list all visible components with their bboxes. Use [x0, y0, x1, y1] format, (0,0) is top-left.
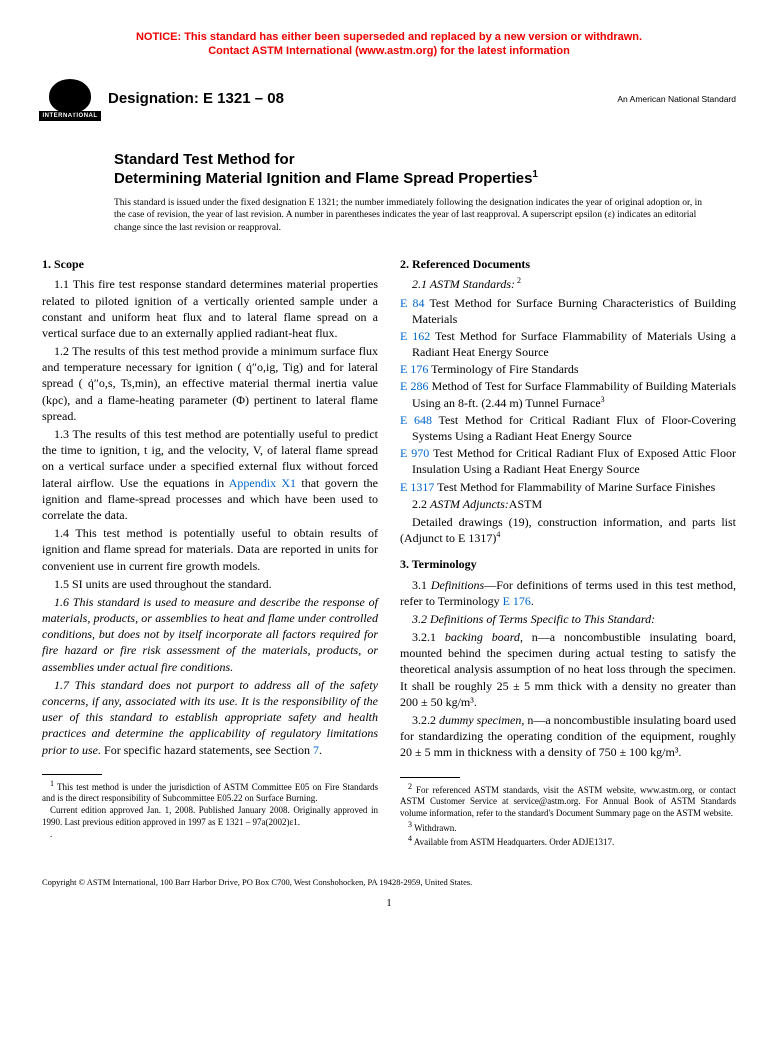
ref-e970-text: Test Method for Critical Radiant Flux of…: [412, 446, 736, 476]
page-number: 1: [42, 896, 736, 911]
footnote-rule-right: [400, 777, 460, 778]
para-1-7: 1.7 This standard does not purport to ad…: [42, 677, 378, 758]
footnote-4: 4 Available from ASTM Headquarters. Orde…: [400, 834, 736, 849]
notice-line1: NOTICE: This standard has either been su…: [136, 31, 642, 43]
p2-2-detail: Detailed drawings (19), construction inf…: [400, 514, 736, 546]
ref-e286-sup: 3: [601, 395, 605, 404]
footnote-1b: Current edition approved Jan. 1, 2008. P…: [42, 805, 378, 828]
fn1-text: This test method is under the jurisdicti…: [42, 782, 378, 804]
p2-1-text: 2.1 ASTM Standards:: [412, 277, 515, 291]
footnote-3: 3 Withdrawn.: [400, 820, 736, 835]
ref-e84: E 84 Test Method for Surface Burning Cha…: [400, 295, 736, 327]
logo-globe-icon: [49, 79, 91, 113]
ans-label: An American National Standard: [617, 94, 736, 105]
p2-1-label: 2.1 ASTM Standards:: [412, 277, 515, 291]
p3-1b: Definitions: [431, 578, 484, 592]
para-1-4: 1.4 This test method is potentially usef…: [42, 525, 378, 574]
ref-e286: E 286 Method of Test for Surface Flammab…: [400, 378, 736, 410]
para-1-6: 1.6 This standard is used to measure and…: [42, 594, 378, 675]
p3-2-2a: 3.2.2: [412, 713, 439, 727]
p3-1-link[interactable]: E 176: [503, 594, 531, 608]
right-column: 2. Referenced Documents 2.1 ASTM Standar…: [400, 256, 736, 849]
ref-e1317: E 1317 Test Method for Flammability of M…: [400, 479, 736, 495]
para-2-2: 2.2 ASTM Adjuncts:ASTM: [400, 496, 736, 512]
left-column: 1. Scope 1.1 This fire test response sta…: [42, 256, 378, 849]
para-3-1: 3.1 Definitions—For definitions of terms…: [400, 577, 736, 609]
para-1-5: 1.5 SI units are used throughout the sta…: [42, 576, 378, 592]
p2-2c: ASTM: [509, 497, 542, 511]
p2-2b: ASTM Adjuncts:: [430, 497, 509, 511]
p2-2-sup: 4: [496, 530, 500, 539]
title-block: Standard Test Method for Determining Mat…: [114, 151, 736, 190]
p3-2-1a: 3.2.1: [412, 630, 445, 644]
ref-e162: E 162 Test Method for Surface Flammabili…: [400, 328, 736, 360]
ref-e1317-code[interactable]: E 1317: [400, 480, 434, 494]
issued-note: This standard is issued under the fixed …: [114, 197, 706, 234]
ref-e84-code[interactable]: E 84: [400, 296, 425, 310]
para-1-7b: For specific hazard statements, see Sect…: [101, 743, 313, 757]
fn4-text: Available from ASTM Headquarters. Order …: [412, 837, 614, 847]
title-text: Determining Material Ignition and Flame …: [114, 170, 532, 187]
ref-e286-text: Method of Test for Surface Flammability …: [412, 379, 736, 409]
ref-e176-text: Terminology of Fire Standards: [428, 362, 578, 376]
astm-logo: INTERNATIONAL: [42, 73, 98, 127]
ref-e162-text: Test Method for Surface Flammability of …: [412, 329, 736, 359]
p3-2-1b: backing board: [445, 630, 520, 644]
para-3-2-1: 3.2.1 backing board, n—a noncombustible …: [400, 629, 736, 710]
para-1-7c: .: [319, 743, 322, 757]
notice-banner: NOTICE: This standard has either been su…: [42, 30, 736, 59]
ref-e970-code[interactable]: E 970: [400, 446, 429, 460]
header-left: INTERNATIONAL Designation: E 1321 – 08: [42, 73, 284, 127]
footnote-2: 2 For referenced ASTM standards, visit t…: [400, 782, 736, 820]
ref-e286-code[interactable]: E 286: [400, 379, 428, 393]
para-1-3: 1.3 The results of this test method are …: [42, 426, 378, 523]
designation-label: Designation: E 1321 – 08: [108, 89, 284, 109]
footnote-1-dot: .: [42, 829, 378, 841]
ref-e176: E 176 Terminology of Fire Standards: [400, 361, 736, 377]
copyright-line: Copyright © ASTM International, 100 Barr…: [42, 877, 736, 888]
ref-e648-code[interactable]: E 648: [400, 413, 432, 427]
ref-e648: E 648 Test Method for Critical Radiant F…: [400, 412, 736, 444]
ref-e162-code[interactable]: E 162: [400, 329, 430, 343]
p2-2a: 2.2: [412, 497, 430, 511]
notice-line2: Contact ASTM International (www.astm.org…: [208, 45, 570, 57]
p3-2-2b: dummy specimen: [439, 713, 521, 727]
footnote-rule-left: [42, 774, 102, 775]
para-3-2: 3.2 Definitions of Terms Specific to Thi…: [400, 611, 736, 627]
appendix-link[interactable]: Appendix X1: [229, 476, 296, 490]
section-1-head: 1. Scope: [42, 256, 378, 272]
footnote-1: 1 This test method is under the jurisdic…: [42, 779, 378, 805]
p2-2-detail-text: Detailed drawings (19), construction inf…: [400, 515, 736, 545]
title-main: Determining Material Ignition and Flame …: [114, 169, 736, 189]
para-2-1: 2.1 ASTM Standards: 2: [400, 276, 736, 292]
para-1-1: 1.1 This fire test response standard det…: [42, 276, 378, 341]
header-row: INTERNATIONAL Designation: E 1321 – 08 A…: [42, 73, 736, 127]
para-1-2: 1.2 The results of this test method prov…: [42, 343, 378, 424]
p3-1a: 3.1: [412, 578, 431, 592]
p2-1-sup: 2: [515, 276, 521, 285]
p3-1d: .: [531, 594, 534, 608]
ref-e84-text: Test Method for Surface Burning Characte…: [412, 296, 736, 326]
ref-e1317-text: Test Method for Flammability of Marine S…: [434, 480, 715, 494]
ref-e970: E 970 Test Method for Critical Radiant F…: [400, 445, 736, 477]
title-sup: 1: [532, 169, 538, 180]
fn2-text: For referenced ASTM standards, visit the…: [400, 785, 736, 818]
two-column-body: 1. Scope 1.1 This fire test response sta…: [42, 256, 736, 849]
para-3-2-2: 3.2.2 dummy specimen, n—a noncombustible…: [400, 712, 736, 761]
title-pre: Standard Test Method for: [114, 151, 736, 170]
section-3-head: 3. Terminology: [400, 556, 736, 572]
ref-e648-text: Test Method for Critical Radiant Flux of…: [412, 413, 736, 443]
ref-e176-code[interactable]: E 176: [400, 362, 428, 376]
fn3-text: Withdrawn.: [412, 823, 456, 833]
section-2-head: 2. Referenced Documents: [400, 256, 736, 272]
